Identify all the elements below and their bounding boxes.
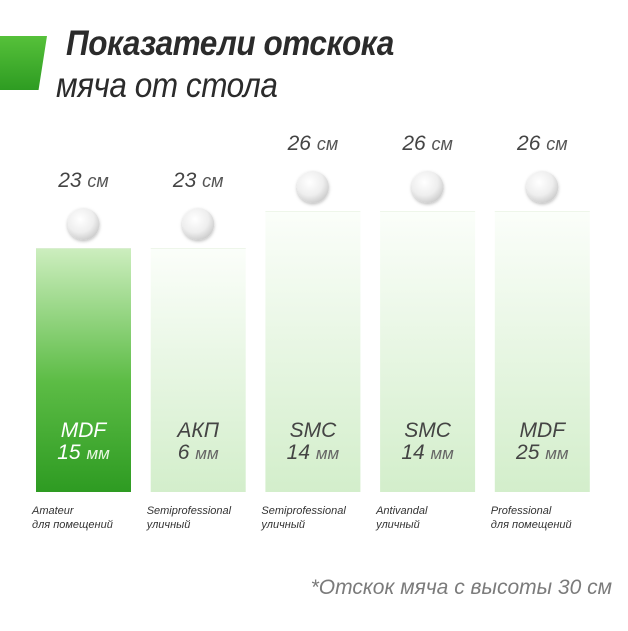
bar-5 (494, 211, 590, 492)
material-label: MDF (61, 419, 108, 442)
value-label: 23 см (172, 169, 224, 192)
thickness-label: 25 мм (515, 441, 569, 464)
ball-icon (67, 208, 100, 240)
chart-subtitle: мяча от стола (56, 66, 278, 105)
thickness-label: 14 мм (287, 441, 340, 464)
value-label: 26 см (287, 132, 339, 155)
ball-icon (411, 171, 444, 203)
chart-title: Показатели отскока (66, 24, 394, 63)
ball-icon (526, 171, 559, 203)
material-label: SMC (404, 419, 452, 442)
value-label: 23 см (57, 169, 109, 192)
series-label: Amateur (31, 505, 75, 517)
thickness-label: 15 мм (57, 441, 110, 464)
series-label: Semiprofessional (261, 505, 346, 517)
usage-label: уличный (375, 519, 420, 531)
material-label: MDF (520, 419, 567, 442)
series-label: Professional (491, 505, 552, 517)
usage-label: для помещений (491, 519, 572, 531)
bar-4 (380, 211, 476, 492)
accent-stripe (0, 36, 47, 90)
bar-3 (265, 211, 361, 492)
ball-icon (296, 171, 329, 203)
bar-1 (36, 248, 131, 492)
value-label: 26 см (401, 132, 453, 155)
series-label: Antivandal (375, 505, 428, 517)
usage-label: уличный (146, 519, 191, 531)
bar-2 (150, 248, 246, 492)
usage-label: для помещений (32, 519, 113, 531)
usage-label: уличный (260, 519, 305, 531)
ball-icon (182, 208, 215, 240)
material-label: SMC (290, 419, 338, 442)
value-label: 26 см (516, 132, 568, 155)
series-label: Semiprofessional (147, 505, 232, 517)
thickness-label: 14 мм (401, 441, 454, 464)
material-label: АКП (175, 419, 219, 442)
footnote: *Отскок мяча с высоты 30 см (310, 576, 612, 599)
thickness-label: 6 мм (178, 441, 219, 464)
